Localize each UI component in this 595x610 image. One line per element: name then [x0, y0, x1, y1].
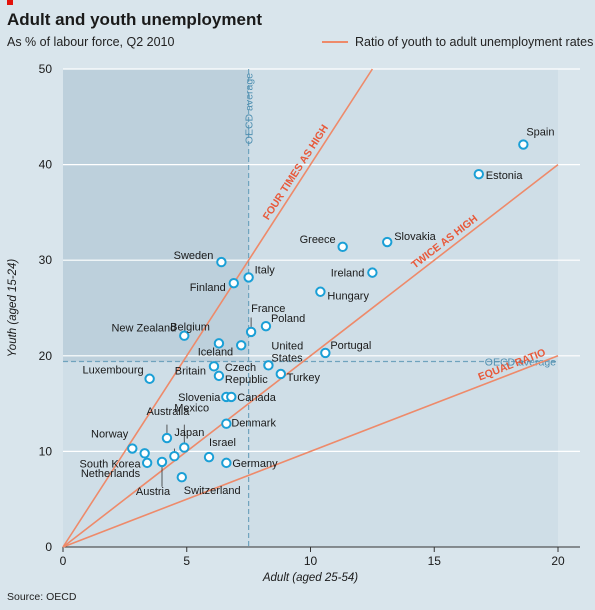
point-label: Poland [271, 313, 305, 325]
point-label: Iceland [198, 346, 233, 358]
data-point [518, 139, 529, 150]
data-point [213, 370, 225, 382]
point-label: Australia [147, 406, 191, 418]
data-point [127, 443, 138, 454]
point-label: Hungary [327, 291, 369, 303]
y-tick-label: 40 [39, 158, 53, 172]
data-point [216, 256, 227, 268]
x-tick-label: 5 [183, 554, 190, 568]
data-point [236, 340, 247, 351]
data-point [176, 472, 188, 483]
point-label: Czech [225, 362, 256, 374]
point-label: Denmark [231, 418, 276, 430]
data-point [263, 360, 274, 371]
data-point [156, 456, 168, 468]
point-label: Ireland [331, 268, 365, 280]
data-point [473, 168, 484, 180]
point-label: Israel [209, 437, 236, 449]
data-point [179, 442, 190, 453]
data-point [320, 347, 331, 359]
point-label: Netherlands [81, 468, 141, 480]
point-label: Turkey [287, 372, 321, 384]
point-label: France [251, 303, 285, 315]
data-point [144, 373, 155, 384]
point-label: New Zealand [111, 323, 176, 335]
legend: Ratio of youth to adult unemployment rat… [322, 35, 593, 49]
legend-line-swatch [322, 41, 348, 43]
y-axis-label: Youth (aged 15-24) [7, 259, 19, 358]
legend-label: Ratio of youth to adult unemployment rat… [355, 35, 594, 49]
point-label: Portugal [330, 340, 371, 352]
point-label: Italy [255, 264, 276, 276]
data-point [245, 326, 257, 338]
point-label: Slovenia [178, 392, 221, 404]
data-point [161, 432, 173, 444]
y-tick-label: 10 [39, 444, 53, 458]
data-point [139, 448, 150, 459]
data-point [226, 391, 237, 403]
point-label: Britain [175, 365, 206, 377]
ratio-line [62, 355, 559, 548]
data-point [221, 457, 232, 469]
point-label: Switzerland [184, 485, 241, 497]
point-label: Greece [300, 234, 336, 246]
y-tick-label: 50 [39, 62, 53, 76]
data-point [315, 286, 326, 297]
data-point [228, 277, 239, 289]
data-point [382, 236, 393, 248]
ratio-line [62, 163, 559, 548]
point-label: South Korea [80, 458, 142, 470]
data-point [169, 450, 180, 462]
point-label: Finland [190, 282, 226, 294]
oecd-average-vertical-label: OECD average [244, 73, 256, 144]
point-label: Sweden [174, 250, 214, 262]
data-point [221, 418, 232, 429]
point-label: Norway [91, 429, 129, 441]
y-tick-label: 0 [45, 540, 52, 554]
y-tick-label: 20 [39, 349, 53, 363]
data-point [243, 272, 254, 283]
above-average-region [63, 69, 249, 362]
chart-subtitle: As % of labour force, Q2 2010 [7, 35, 175, 49]
header-accent-mark [7, 0, 13, 5]
x-tick-label: 20 [551, 554, 565, 568]
point-label: Republic [225, 374, 268, 386]
data-point [203, 451, 215, 463]
point-label: United [271, 340, 303, 352]
point-label: Mexico [174, 403, 209, 415]
point-label: Canada [237, 392, 276, 404]
data-point [275, 368, 286, 380]
x-tick-label: 15 [428, 554, 442, 568]
point-label: Austria [136, 486, 171, 498]
point-label: Belgium [170, 321, 210, 333]
point-label: Spain [526, 127, 554, 139]
point-label: Germany [232, 458, 278, 470]
point-label: Luxembourg [82, 365, 143, 377]
point-label: Slovakia [394, 231, 436, 243]
data-point [337, 241, 348, 253]
point-label: States [271, 352, 303, 364]
oecd-average-horizontal-label: OECD average [485, 357, 556, 369]
x-tick-label: 0 [60, 554, 67, 568]
data-point [260, 320, 272, 332]
source-note: Source: OECD [7, 591, 77, 603]
point-label: Japan [174, 427, 204, 439]
data-point [179, 330, 190, 341]
data-point [208, 361, 220, 372]
ratio-line [62, 68, 374, 548]
y-tick-label: 30 [39, 253, 53, 267]
x-axis-label: Adult (aged 25-54) [262, 572, 358, 584]
point-label: Estonia [486, 170, 524, 182]
chart-title: Adult and youth unemployment [7, 10, 262, 29]
data-point [367, 267, 378, 278]
data-point [141, 457, 153, 469]
data-point [213, 338, 225, 349]
x-tick-label: 10 [304, 554, 318, 568]
